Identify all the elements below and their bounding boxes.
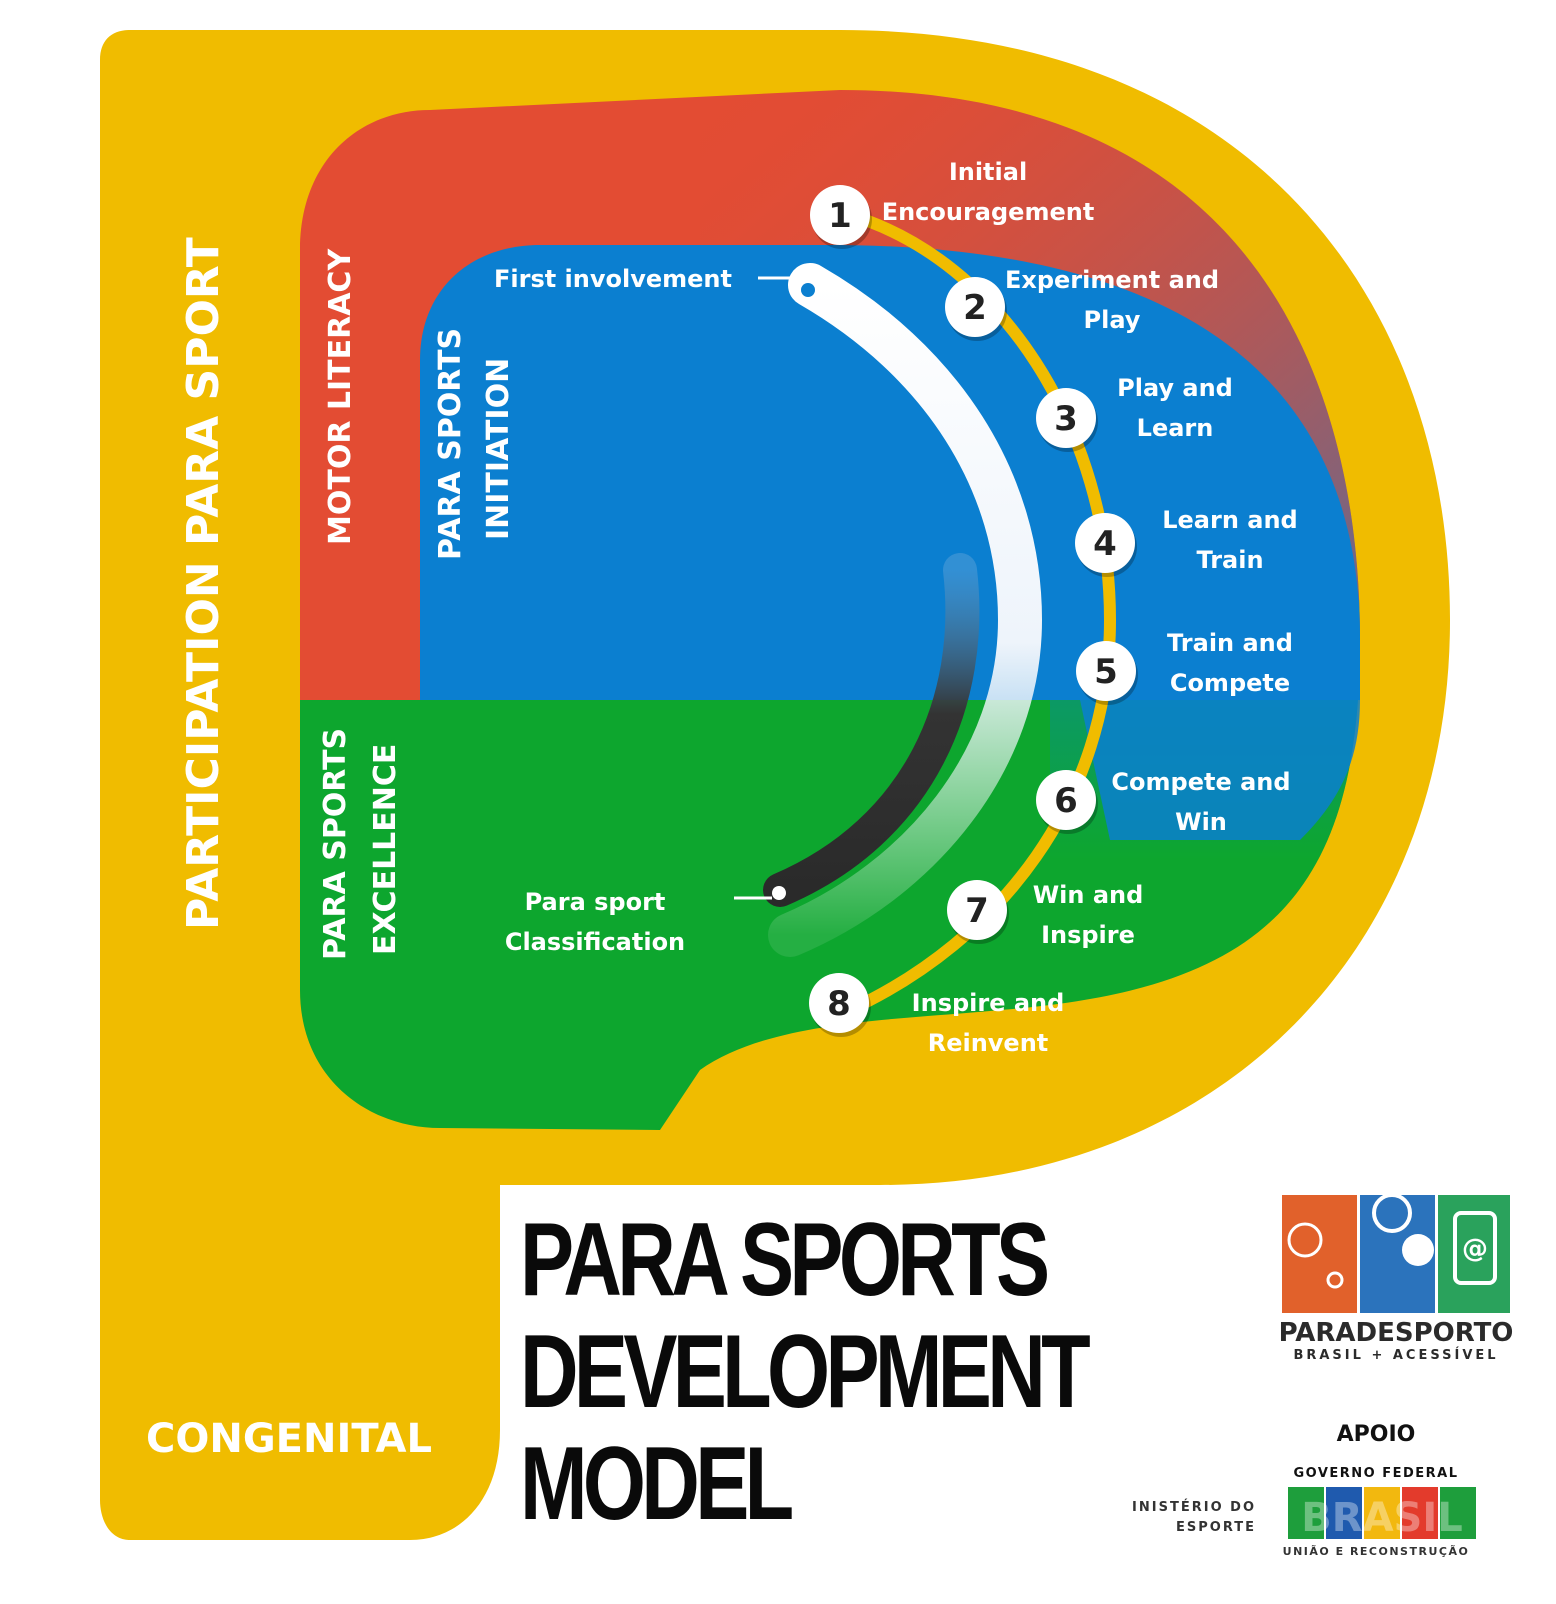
stage-4: 4 Learn and Train [1075,506,1298,577]
stage-label-line-1: Experiment and [1005,266,1219,294]
stage-label-line-1: Initial [949,158,1027,186]
stage-number: 7 [965,891,989,931]
stage-badge [945,277,1005,337]
stage-badge [1076,641,1136,701]
stage-number: 6 [1054,781,1078,821]
stage-number: 1 [828,196,852,236]
stage-3: 3 Play and Learn [1036,374,1233,452]
stage-7: 7 Win and Inspire [947,880,1143,949]
paradesporto-tagline: BRASIL + ACESSÍVEL [1293,1347,1498,1363]
initiation-label-1: PARA SPORTS [433,328,468,560]
stage-label-line-1: Learn and [1162,506,1298,534]
stage-label-line-1: Train and [1167,629,1293,657]
stage-label-line-2: Inspire [1041,921,1135,949]
stage-label-line-2: Play [1084,306,1141,334]
stage-label-line-2: Learn [1137,414,1214,442]
stage-1: 1 Initial Encouragement [810,158,1094,249]
initiation-zone [420,245,1360,700]
stage-6: 6 Compete and Win [1036,768,1291,836]
title-line-2: DEVELOPMENT [520,1314,1091,1430]
stage-2: 2 Experiment and Play [945,266,1219,341]
stage-badge [947,880,1007,940]
stage-badge [809,973,869,1033]
stage-number: 3 [1054,399,1078,439]
ministry-line-1: MINISTÉRIO DO [1130,1499,1256,1515]
stage-label-line-2: Reinvent [928,1029,1049,1057]
stage-label-line-1: Play and [1117,374,1233,402]
ministry-line-2: ESPORTE [1176,1520,1256,1535]
stage-badge [1036,770,1096,830]
support-label: APOIO [1337,1422,1416,1447]
stage-number: 5 [1094,652,1118,692]
development-path [768,263,1043,957]
stage-label-line-2: Win [1175,808,1227,836]
paradesporto-name: PARADESPORTO [1279,1318,1514,1348]
classification-path [763,553,980,907]
paradesporto-logo: @ PARADESPORTO BRASIL + ACESSÍVEL [1279,1195,1514,1363]
at-icon: @ [1462,1234,1488,1264]
stage-label-line-2: Encouragement [882,198,1095,226]
motor-literacy-label: MOTOR LITERACY [323,248,358,545]
stage-label-line-2: Train [1196,546,1263,574]
classification-label-1: Para sport [525,888,666,916]
orange-tile [1282,1195,1357,1313]
stage-number: 4 [1093,524,1117,564]
initiation-label-2: INITIATION [481,358,516,540]
congenital-label: CONGENITAL [146,1416,432,1462]
stages-group: 1 Initial Encouragement 2 Experiment and Play… [809,158,1298,1057]
ball-icon [1402,1234,1434,1266]
gov-sub-label: UNIÃO E RECONSTRUÇÃO [1283,1545,1470,1558]
gov-label: GOVERNO FEDERAL [1293,1466,1458,1481]
excellence-label-1: PARA SPORTS [318,728,353,960]
wheel-icon [1372,1195,1412,1233]
stage-number: 8 [827,984,851,1024]
phone-icon [1453,1211,1497,1285]
stage-8: 8 Inspire and Reinvent [809,973,1064,1057]
stage-badge [1075,513,1135,573]
stage-label-line-1: Compete and [1111,768,1290,796]
stage-label-line-1: Win and [1033,881,1144,909]
end-marker [772,886,786,900]
stage-5: 5 Train and Compete [1076,629,1293,705]
logos-area: @ PARADESPORTO BRASIL + ACESSÍVEL APOIO … [1130,1195,1514,1558]
stage-label-line-2: Compete [1170,669,1290,697]
participation-label: PARTICIPATION PARA SPORT [178,237,229,930]
stage-label-line-1: Inspire and [912,989,1065,1017]
title-line-1: PARA SPORTS [520,1202,1050,1318]
first-involvement-label: First involvement [494,265,732,293]
stage-badge [810,185,870,245]
title-line-3: MODEL [520,1426,794,1542]
brasil-wordmark: BRASIL [1301,1495,1462,1541]
stage-badge [1036,388,1096,448]
gov-logo: GOVERNO FEDERAL BRASIL UNIÃO E RECONSTRU… [1283,1466,1476,1558]
classification-label-2: Classification [505,928,685,956]
stage-number: 2 [963,288,987,328]
excellence-label-2: EXCELLENCE [368,744,403,955]
start-marker [801,283,815,297]
